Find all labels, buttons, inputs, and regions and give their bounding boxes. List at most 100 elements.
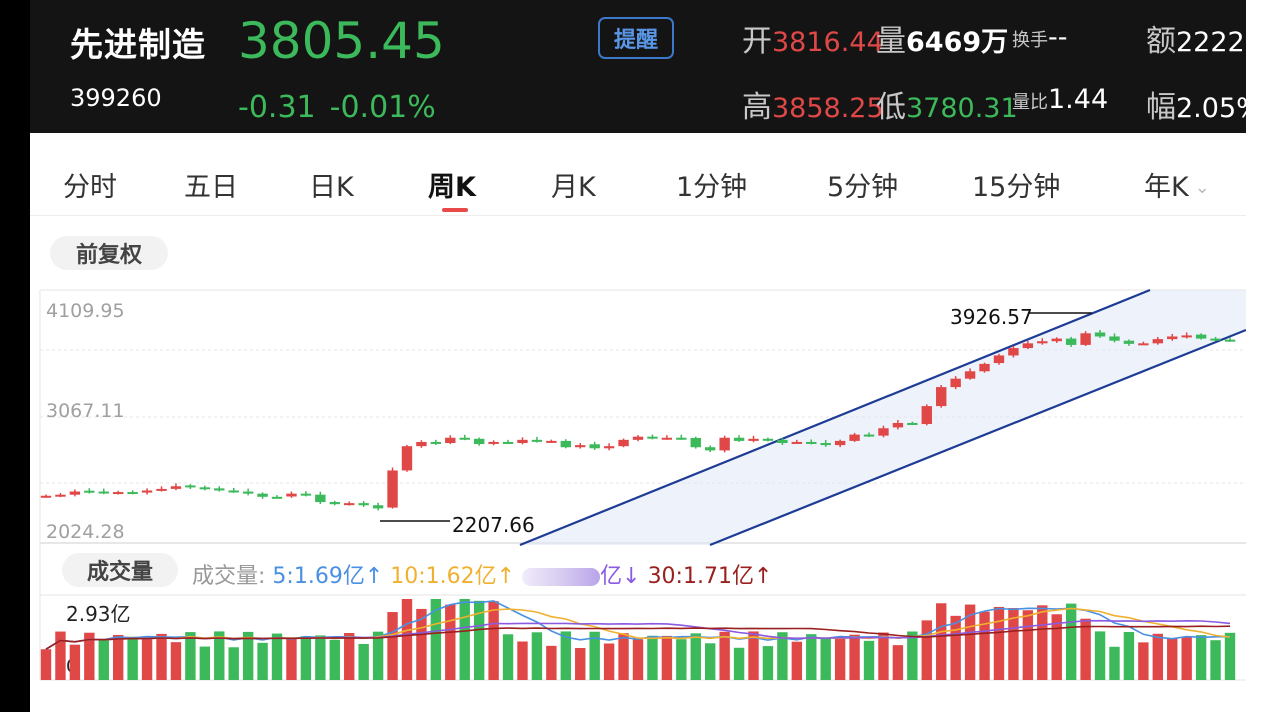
volume-bar [1022, 610, 1034, 680]
volume-ma30: 30:1.71亿↑ [647, 564, 773, 589]
adjust-toggle[interactable]: 前复权 [50, 236, 168, 270]
candle-body [430, 441, 442, 444]
volume-ma-legend: 成交量: 5:1.69亿↑ 10:1.62亿↑ 亿↓ 30:1.71亿↑ [192, 558, 772, 590]
tab-1min[interactable]: 1分钟 [676, 172, 748, 203]
candle-body [950, 378, 961, 388]
volume-bar [1080, 618, 1091, 680]
volume-bar [820, 637, 831, 680]
candle-body [603, 446, 615, 449]
volume-bar [993, 606, 1005, 680]
candle-body [199, 487, 211, 490]
volume-bar [849, 634, 860, 680]
volume-max-label: 2.93亿 [66, 602, 131, 626]
volume-bar [517, 641, 528, 680]
tab-weekly-k[interactable]: 周K [428, 172, 476, 203]
candle-body [979, 363, 990, 372]
candle-body [1080, 333, 1091, 345]
candle-body [488, 441, 499, 444]
alert-button[interactable]: 提醒 [598, 17, 674, 59]
volume-bar [40, 649, 52, 680]
stat-amount: 额2222 [1146, 24, 1245, 59]
volume-bar [632, 639, 644, 680]
index-name: 先进制造 [70, 25, 206, 64]
candle-body [473, 438, 485, 445]
candle-body [863, 434, 875, 437]
trend-channel-fill [520, 290, 1246, 545]
candle-body [618, 439, 629, 447]
tab-5min[interactable]: 5分钟 [827, 172, 899, 203]
volume-bar [1109, 646, 1120, 680]
volume-bar [575, 648, 586, 680]
candle-body [156, 488, 167, 491]
active-tab-indicator [442, 208, 468, 212]
volume-ma30-line [45, 625, 1231, 650]
candle-body [964, 371, 976, 379]
volume-bar [1037, 605, 1048, 680]
volume-bar [1210, 640, 1221, 680]
volume-bar [112, 634, 124, 680]
tab-15min[interactable]: 15分钟 [972, 172, 1061, 203]
candle-body [185, 485, 196, 488]
volume-bar [1051, 614, 1062, 680]
volume-bar [372, 631, 384, 680]
volume-bar [1065, 603, 1077, 680]
volume-bar [834, 637, 846, 680]
volume-ma20-blurred [522, 568, 601, 586]
period-tabs: 分时 五日 日K 周K 月K 1分钟 5分钟 15分钟 年K ⌄ [30, 145, 1246, 216]
tab-yearly-k[interactable]: 年K ⌄ [1144, 172, 1210, 203]
candle-body [40, 495, 52, 498]
price-change: -0.31 -0.01% [238, 90, 450, 125]
volume-bar [257, 642, 268, 680]
change-value: -0.31 [238, 90, 316, 125]
volume-bar [445, 604, 456, 680]
low-annotation: 2207.66 [452, 513, 535, 537]
volume-bar [1123, 632, 1135, 680]
high-annotation: 3926.57 [950, 305, 1033, 329]
candle-body [401, 446, 413, 471]
volume-bar [1224, 632, 1236, 680]
candle-body [647, 436, 658, 439]
volume-bar [214, 631, 225, 680]
volume-bar [271, 633, 283, 680]
index-code: 399260 [70, 84, 162, 112]
stat-low: 低3780.31 [876, 90, 1018, 125]
kline-chart[interactable]: 4109.95 3067.11 2024.28 3926.57 2207.66 2.93亿… [30, 0, 1246, 712]
price-axis-label: 3067.11 [46, 400, 125, 422]
tab-five-day[interactable]: 五日 [184, 172, 238, 203]
volume-bar [344, 633, 355, 680]
volume-bar [1152, 633, 1164, 680]
tab-daily-k[interactable]: 日K [309, 172, 354, 203]
volume-bar [676, 639, 687, 680]
volume-bar [531, 632, 543, 680]
right-edge [1245, 0, 1278, 712]
volume-bar [661, 635, 673, 680]
candle-body [690, 437, 701, 448]
candle-body [1224, 339, 1236, 342]
volume-bar [430, 599, 442, 680]
volume-bar [69, 644, 81, 680]
candle-body [993, 355, 1005, 364]
candle-body [777, 439, 788, 444]
current-price: 3805.45 [238, 12, 445, 70]
volume-bar [401, 599, 413, 680]
volume-bar [98, 640, 109, 680]
candle-body [344, 503, 355, 506]
volume-bar [1167, 638, 1178, 680]
tab-monthly-k[interactable]: 月K [551, 172, 596, 203]
candle-body [387, 470, 398, 508]
candle-body [286, 493, 297, 497]
chevron-down-icon: ⌄ [1194, 177, 1210, 198]
volume-bar [878, 632, 889, 680]
candle-body [733, 437, 745, 441]
candle-body [1051, 338, 1062, 342]
volume-bar [1008, 608, 1019, 680]
candle-body [1065, 338, 1077, 345]
volume-indicator-pill[interactable]: 成交量 [62, 553, 178, 587]
volume-bar [199, 646, 211, 680]
tab-intraday[interactable]: 分时 [63, 172, 117, 203]
volume-bar [185, 632, 196, 680]
volume-bar [907, 631, 918, 680]
volume-bar [1195, 635, 1207, 680]
candle-body [820, 443, 831, 446]
candle-body [1008, 348, 1019, 356]
